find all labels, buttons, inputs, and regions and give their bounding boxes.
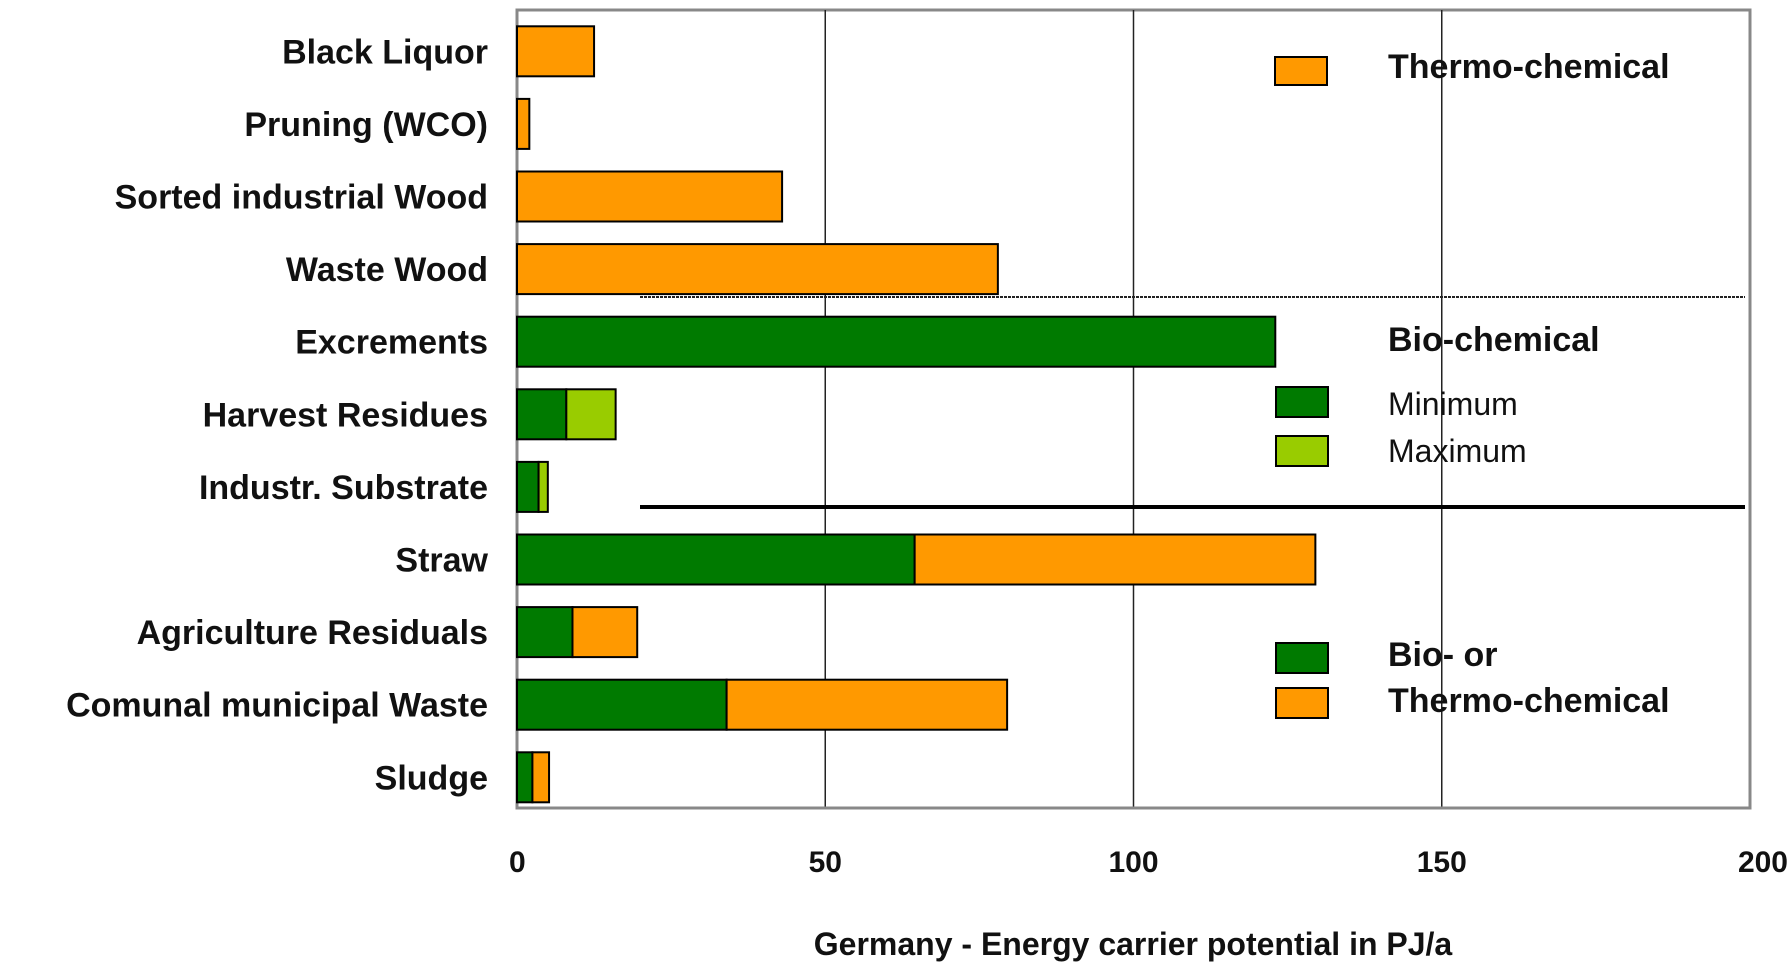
legend-swatch-thermo [1274,56,1328,86]
bar-bio [516,751,534,804]
bar-thermo [516,243,999,296]
legend-swatch-minimum [1275,386,1329,418]
bar-bio [516,606,574,659]
bar-bio [516,388,568,441]
x-tick-label: 0 [509,846,526,879]
category-labels: Black Liquor Pruning (WCO) Sorted industri… [66,33,488,797]
category-label: Industr. Substrate [199,469,488,507]
x-tick-labels: 0 50 100 150 200 [509,846,1787,879]
category-label: Sorted industrial Wood [115,179,488,217]
bar-bio [516,533,916,586]
bar-bio [516,315,1277,368]
legend-label-thermo-either: Thermo-chemical [1388,682,1670,720]
bar-thermo [516,170,784,223]
bar-bio_max [565,388,617,441]
x-tick-label: 150 [1417,846,1467,879]
bar-thermo [725,678,1009,731]
category-label: Black Liquor [282,33,488,71]
legend-swatch-maximum [1275,435,1329,467]
bar-bio [516,678,728,731]
x-tick-label: 100 [1108,846,1158,879]
category-label: Waste Wood [286,251,488,289]
category-label: Straw [395,542,488,580]
category-label: Comunal municipal Waste [66,687,488,725]
category-label: Agriculture Residuals [137,614,488,652]
category-label: Excrements [295,324,488,362]
legend-label-thermo: Thermo-chemical [1388,48,1670,86]
x-gridlines [824,10,1443,808]
legend-label-minimum: Minimum [1388,386,1518,422]
x-tick-label: 50 [809,846,842,879]
bar-thermo [571,606,639,659]
legend-swatch-thermo-either [1275,687,1329,719]
bar-thermo [913,533,1317,586]
bar-bio [516,460,540,513]
legend-header-bio: Bio-chemical [1388,321,1600,359]
x-axis-title: Germany - Energy carrier potential in PJ… [814,926,1453,962]
bars [516,25,1317,804]
legend-label-bio-or: Bio- or [1388,636,1498,674]
category-label: Sludge [375,759,488,797]
category-label: Harvest Residues [203,396,488,434]
legend: Thermo-chemical Bio-chemical Minimum Max… [1274,48,1670,720]
legend-swatch-bio-or [1275,642,1329,674]
legend-label-maximum: Maximum [1388,433,1527,469]
category-label: Pruning (WCO) [244,106,488,144]
bar-thermo [516,25,596,78]
bar-thermo [531,751,551,804]
bar-bio_max [537,460,549,513]
x-tick-label: 200 [1738,846,1787,879]
bar-thermo [516,97,531,150]
